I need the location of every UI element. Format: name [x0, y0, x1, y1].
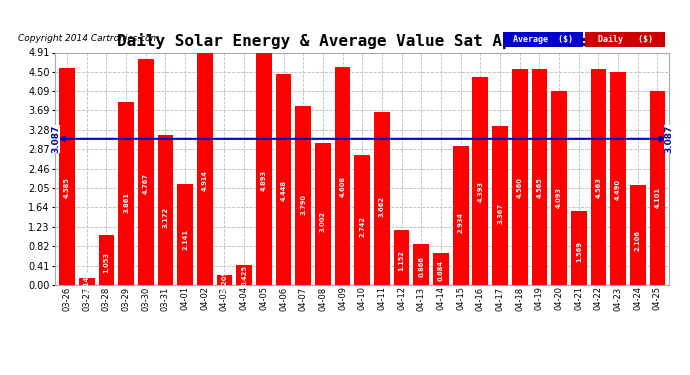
Text: 1.053: 1.053 — [104, 252, 110, 273]
Text: 4.490: 4.490 — [615, 179, 621, 200]
Bar — [197, 52, 213, 285]
Text: 3.662: 3.662 — [379, 196, 385, 217]
Text: 3.367: 3.367 — [497, 203, 503, 224]
Text: 1.569: 1.569 — [575, 241, 582, 262]
Text: 1.152: 1.152 — [399, 250, 404, 271]
Text: 4.560: 4.560 — [517, 177, 523, 198]
Title: Daily Solar Energy & Average Value Sat Apr 26 06:00: Daily Solar Energy & Average Value Sat A… — [117, 33, 608, 48]
Text: 3.790: 3.790 — [300, 194, 306, 215]
FancyBboxPatch shape — [585, 32, 665, 47]
Text: Daily   ($): Daily ($) — [598, 35, 653, 44]
Bar — [157, 135, 173, 285]
Bar — [335, 67, 351, 285]
Bar — [571, 211, 586, 285]
Bar — [394, 231, 409, 285]
Bar — [591, 69, 607, 285]
Bar — [512, 69, 528, 285]
Bar — [177, 184, 193, 285]
Bar — [138, 59, 154, 285]
Bar — [275, 74, 291, 285]
Bar — [531, 69, 547, 285]
Text: 3.087: 3.087 — [664, 124, 673, 153]
Text: 2.141: 2.141 — [182, 229, 188, 250]
Text: 3.087: 3.087 — [51, 124, 60, 153]
Text: 4.093: 4.093 — [556, 187, 562, 208]
Text: 4.893: 4.893 — [261, 170, 267, 191]
Text: 0.425: 0.425 — [241, 266, 247, 286]
Text: 4.914: 4.914 — [201, 170, 208, 191]
Bar — [413, 244, 429, 285]
Text: Copyright 2014 Cartronics.com: Copyright 2014 Cartronics.com — [19, 34, 159, 43]
Text: 2.106: 2.106 — [635, 230, 641, 251]
FancyBboxPatch shape — [504, 32, 583, 47]
Text: 4.585: 4.585 — [64, 177, 70, 198]
Text: 3.861: 3.861 — [123, 192, 129, 213]
Text: 3.002: 3.002 — [320, 210, 326, 231]
Bar — [630, 185, 646, 285]
Text: 0.149: 0.149 — [83, 271, 90, 292]
Bar — [236, 265, 252, 285]
Text: 2.934: 2.934 — [457, 212, 464, 233]
Text: 4.393: 4.393 — [477, 181, 484, 202]
Text: 4.608: 4.608 — [339, 176, 346, 197]
Text: 2.742: 2.742 — [359, 216, 365, 237]
Text: 4.101: 4.101 — [655, 187, 660, 208]
Text: 0.684: 0.684 — [438, 260, 444, 281]
Bar — [473, 77, 489, 285]
Text: 4.563: 4.563 — [595, 177, 602, 198]
Bar — [374, 112, 390, 285]
Bar — [355, 155, 370, 285]
Bar — [256, 53, 272, 285]
Bar — [59, 68, 75, 285]
Bar — [99, 235, 115, 285]
Bar — [492, 126, 508, 285]
Bar — [118, 102, 134, 285]
Bar — [649, 91, 665, 285]
Bar — [295, 105, 311, 285]
Text: 0.209: 0.209 — [221, 270, 228, 291]
Bar — [315, 143, 331, 285]
Bar — [610, 72, 626, 285]
Text: 3.172: 3.172 — [162, 207, 168, 228]
Bar — [217, 275, 233, 285]
Bar — [433, 253, 449, 285]
Text: 4.565: 4.565 — [536, 177, 542, 198]
Text: Average  ($): Average ($) — [513, 35, 573, 44]
Bar — [551, 91, 567, 285]
Text: 4.448: 4.448 — [281, 180, 286, 201]
Text: 4.767: 4.767 — [143, 173, 149, 194]
Bar — [79, 278, 95, 285]
Bar — [453, 146, 469, 285]
Text: 0.866: 0.866 — [418, 256, 424, 277]
